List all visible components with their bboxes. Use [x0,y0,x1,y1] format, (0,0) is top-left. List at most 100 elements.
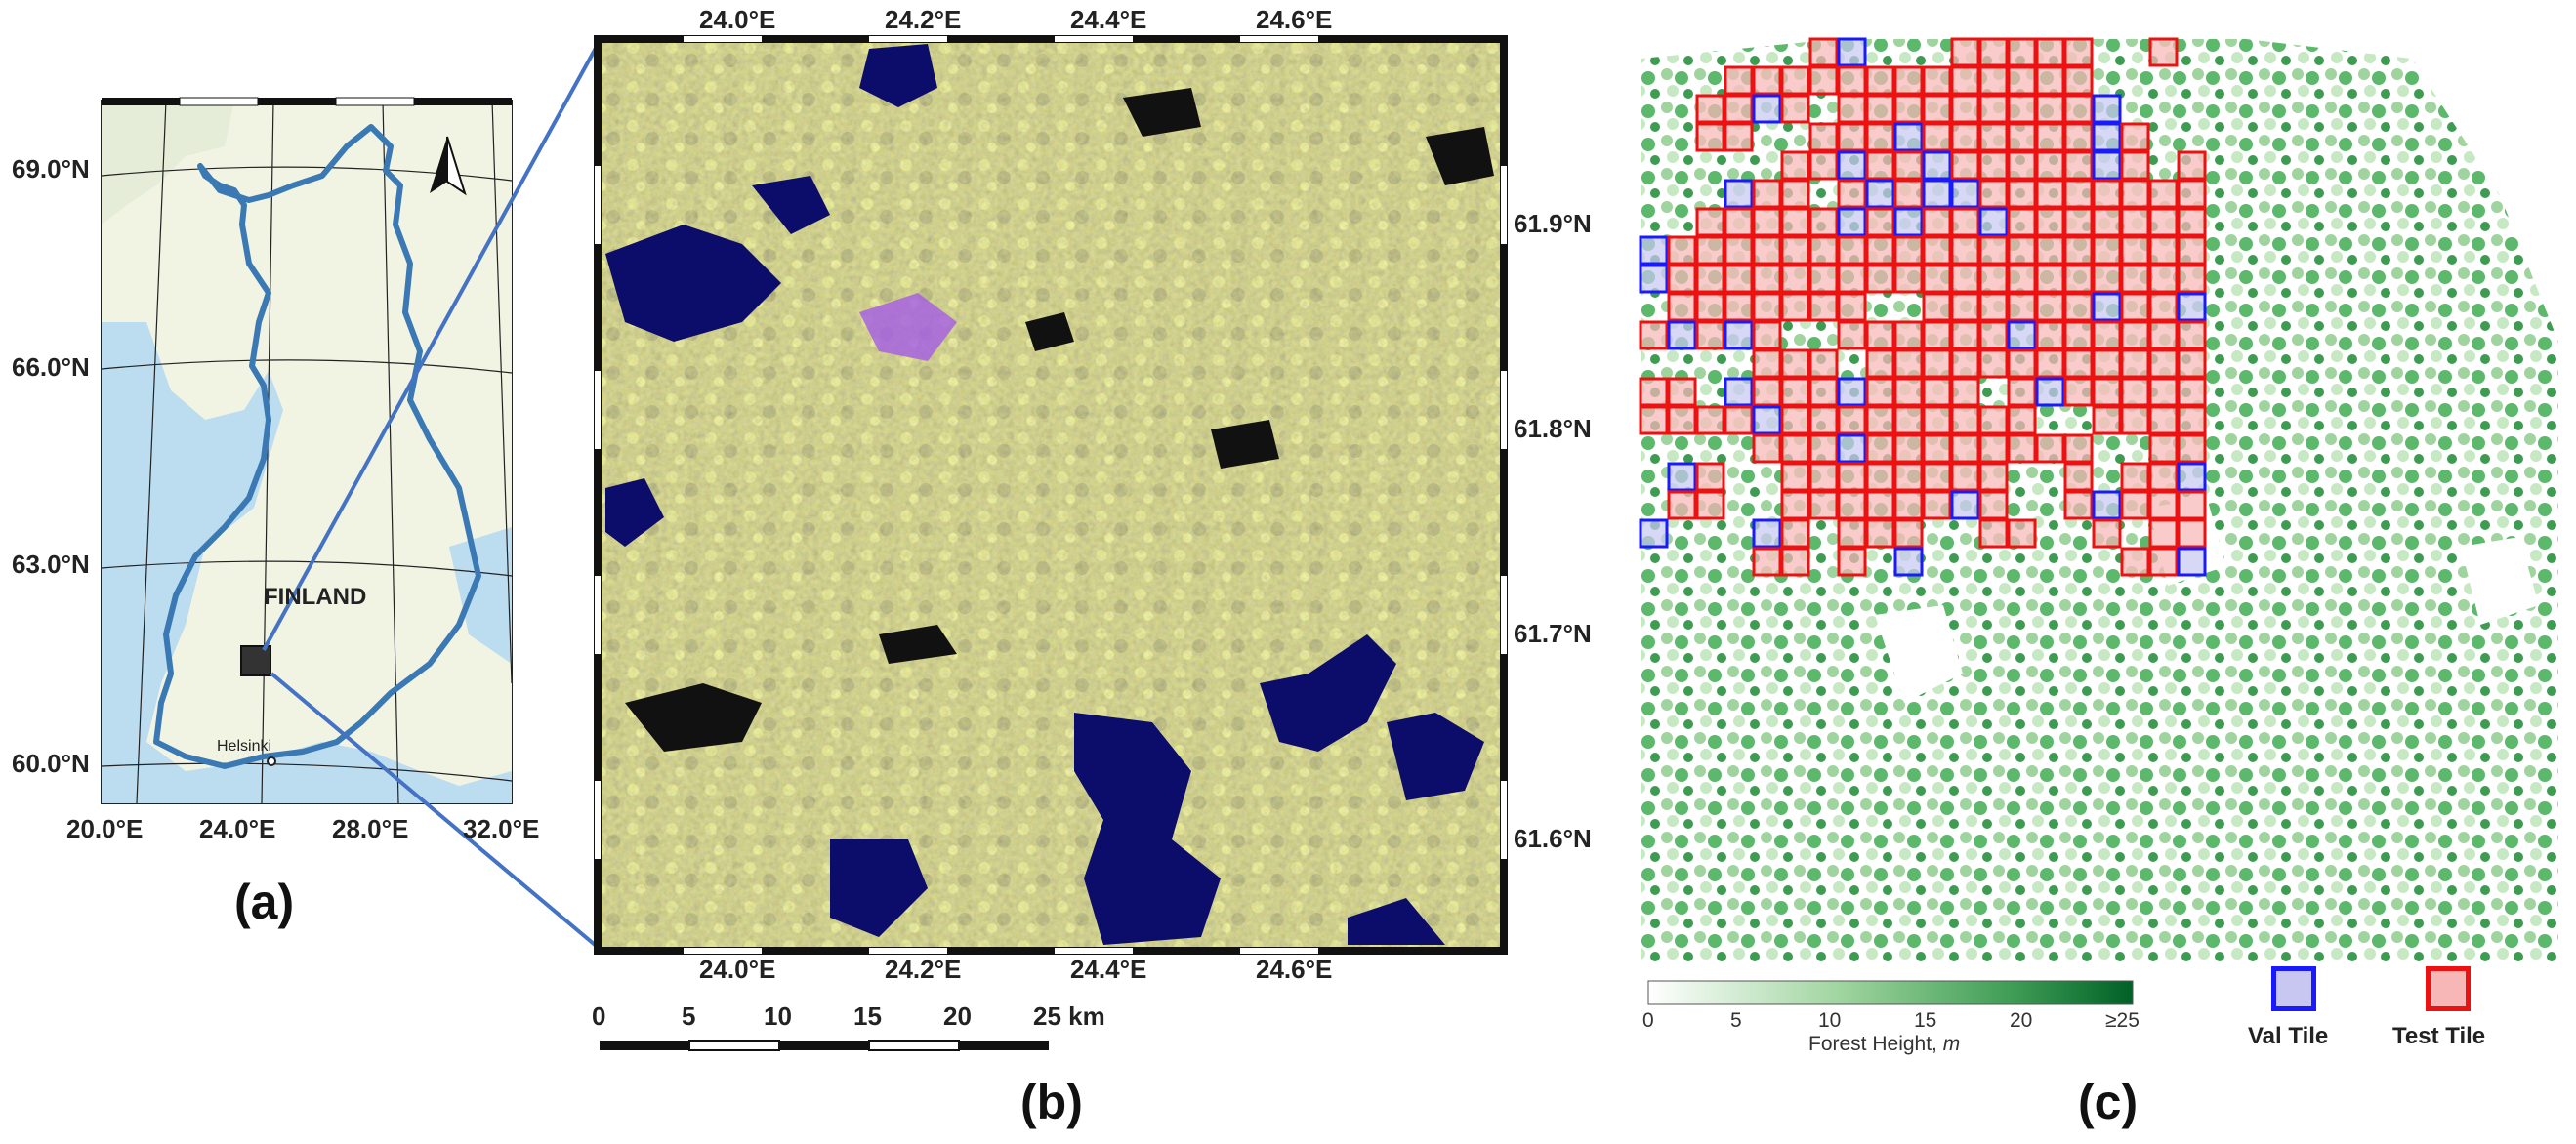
test-tile [2092,264,2122,294]
test-tile [1780,433,1810,464]
test-tile [1724,207,1754,237]
val-tile [1752,518,1782,549]
test-tile [2120,547,2150,577]
test-tile [1808,292,1839,322]
test-tile [1808,490,1839,520]
lat-label: 60.0°N [12,749,90,778]
test-tile [1978,490,2009,520]
colorbar-title-text: Forest Height, [1808,1033,1943,1055]
lon-label: 24.0°E [199,814,276,843]
test-tile [1808,264,1839,294]
lon-label-top: 24.2°E [885,5,962,34]
test-tile [2177,150,2207,181]
test-tile [1837,490,1867,520]
test-tile [1808,377,1839,407]
test-tile [1865,94,1895,124]
test-tile [1893,150,1924,181]
test-tile [1893,405,1924,435]
test-tile [1667,490,1697,520]
scale-tick: 25 km [1033,1001,1105,1031]
test-tile [1695,264,1725,294]
test-tile [1978,179,2009,209]
test-tile [2035,94,2065,124]
test-tile [2148,377,2179,407]
test-tile [2177,433,2207,464]
test-tile [1950,320,1980,350]
test-tile [1922,292,1952,322]
test-tile [1950,37,1980,67]
test-tile [1752,348,1782,379]
test-tile [2148,292,2179,322]
colorbar [1647,980,2134,1005]
test-tile [1950,235,1980,266]
test-tile [2063,94,2094,124]
val-tile [1837,433,1867,464]
test-tile [1837,122,1867,152]
map-b-border-ticks [594,35,1508,955]
test-tile-label: Test Tile [2392,1023,2486,1049]
lat-label-right: 61.8°N [1514,414,1592,443]
test-tile [1808,235,1839,266]
val-tile [2092,292,2122,322]
lat-label-right: 61.6°N [1514,824,1592,853]
test-tile [2007,94,2037,124]
val-tile [2035,377,2065,407]
test-tile [2148,264,2179,294]
test-tile [1978,122,2009,152]
test-tile [2120,179,2150,209]
test-tile [1752,264,1782,294]
test-tile [1667,377,1697,407]
test-tile [1865,65,1895,96]
test-tile [2035,433,2065,464]
lake-ladoga [449,527,512,664]
test-tile [2063,320,2094,350]
test-tile [2148,490,2179,520]
test-tile [1780,377,1810,407]
test-tile [1978,433,2009,464]
test-tile [1639,405,1669,435]
test-tile [1922,405,1952,435]
scale-tick: 20 [943,1001,972,1031]
colorbar-tick: ≥25 [2105,1009,2140,1032]
test-tile [1837,292,1867,322]
test-tile [1752,65,1782,96]
val-tile [1667,462,1697,492]
test-tile [2035,235,2065,266]
test-tile [1865,264,1895,294]
scale-tick: 5 [682,1001,696,1031]
lon-label: 32.0°E [463,814,540,843]
test-tile [1922,490,1952,520]
test-tile [2063,37,2094,67]
test-tile [1978,348,2009,379]
lat-label-right: 61.9°N [1514,209,1592,238]
colorbar-tick: 10 [1818,1009,1842,1032]
test-tile [1780,150,1810,181]
lon-label-top: 24.0°E [699,5,776,34]
test-tile [2177,207,2207,237]
test-tile [1724,122,1754,152]
finland-border [153,124,481,769]
val-tile [2177,462,2207,492]
lon-label-bottom: 24.2°E [885,955,962,984]
test-tile [2120,405,2150,435]
test-tile [2177,518,2207,549]
val-tile [2007,320,2037,350]
val-tile [2092,490,2122,520]
test-tile [1695,490,1725,520]
test-tile [2063,377,2094,407]
test-tile [1922,207,1952,237]
test-tile [1808,348,1839,379]
test-tile [1752,179,1782,209]
test-tile [1639,377,1669,407]
test-tile [1950,94,1980,124]
norway-land [102,101,234,225]
test-tile [2092,179,2122,209]
test-tile [2092,405,2122,435]
test-tile [2092,377,2122,407]
test-tile [2063,235,2094,266]
test-tile [2063,179,2094,209]
lat-label: 63.0°N [12,550,90,579]
test-tile [1808,150,1839,181]
test-tile [2007,433,2037,464]
test-tile [1950,462,1980,492]
